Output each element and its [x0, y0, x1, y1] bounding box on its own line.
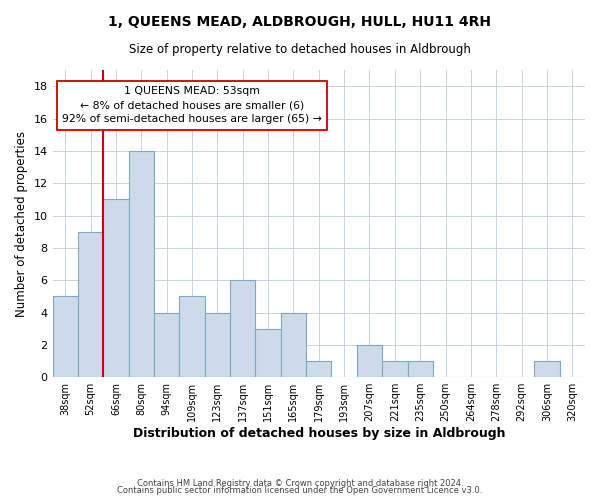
- Text: Contains HM Land Registry data © Crown copyright and database right 2024.: Contains HM Land Registry data © Crown c…: [137, 478, 463, 488]
- Bar: [103, 200, 128, 377]
- Bar: [256, 328, 281, 377]
- Bar: [534, 361, 560, 377]
- Bar: [407, 361, 433, 377]
- Y-axis label: Number of detached properties: Number of detached properties: [15, 130, 28, 316]
- Bar: [53, 296, 78, 377]
- Bar: [78, 232, 103, 377]
- Bar: [306, 361, 331, 377]
- Text: Contains public sector information licensed under the Open Government Licence v3: Contains public sector information licen…: [118, 486, 482, 495]
- Bar: [179, 296, 205, 377]
- Text: 1 QUEENS MEAD: 53sqm
← 8% of detached houses are smaller (6)
92% of semi-detache: 1 QUEENS MEAD: 53sqm ← 8% of detached ho…: [62, 86, 322, 124]
- Bar: [205, 312, 230, 377]
- Text: Size of property relative to detached houses in Aldbrough: Size of property relative to detached ho…: [129, 42, 471, 56]
- Bar: [128, 151, 154, 377]
- Bar: [357, 345, 382, 377]
- X-axis label: Distribution of detached houses by size in Aldbrough: Distribution of detached houses by size …: [133, 427, 505, 440]
- Text: 1, QUEENS MEAD, ALDBROUGH, HULL, HU11 4RH: 1, QUEENS MEAD, ALDBROUGH, HULL, HU11 4R…: [109, 15, 491, 29]
- Bar: [382, 361, 407, 377]
- Bar: [281, 312, 306, 377]
- Bar: [230, 280, 256, 377]
- Bar: [154, 312, 179, 377]
